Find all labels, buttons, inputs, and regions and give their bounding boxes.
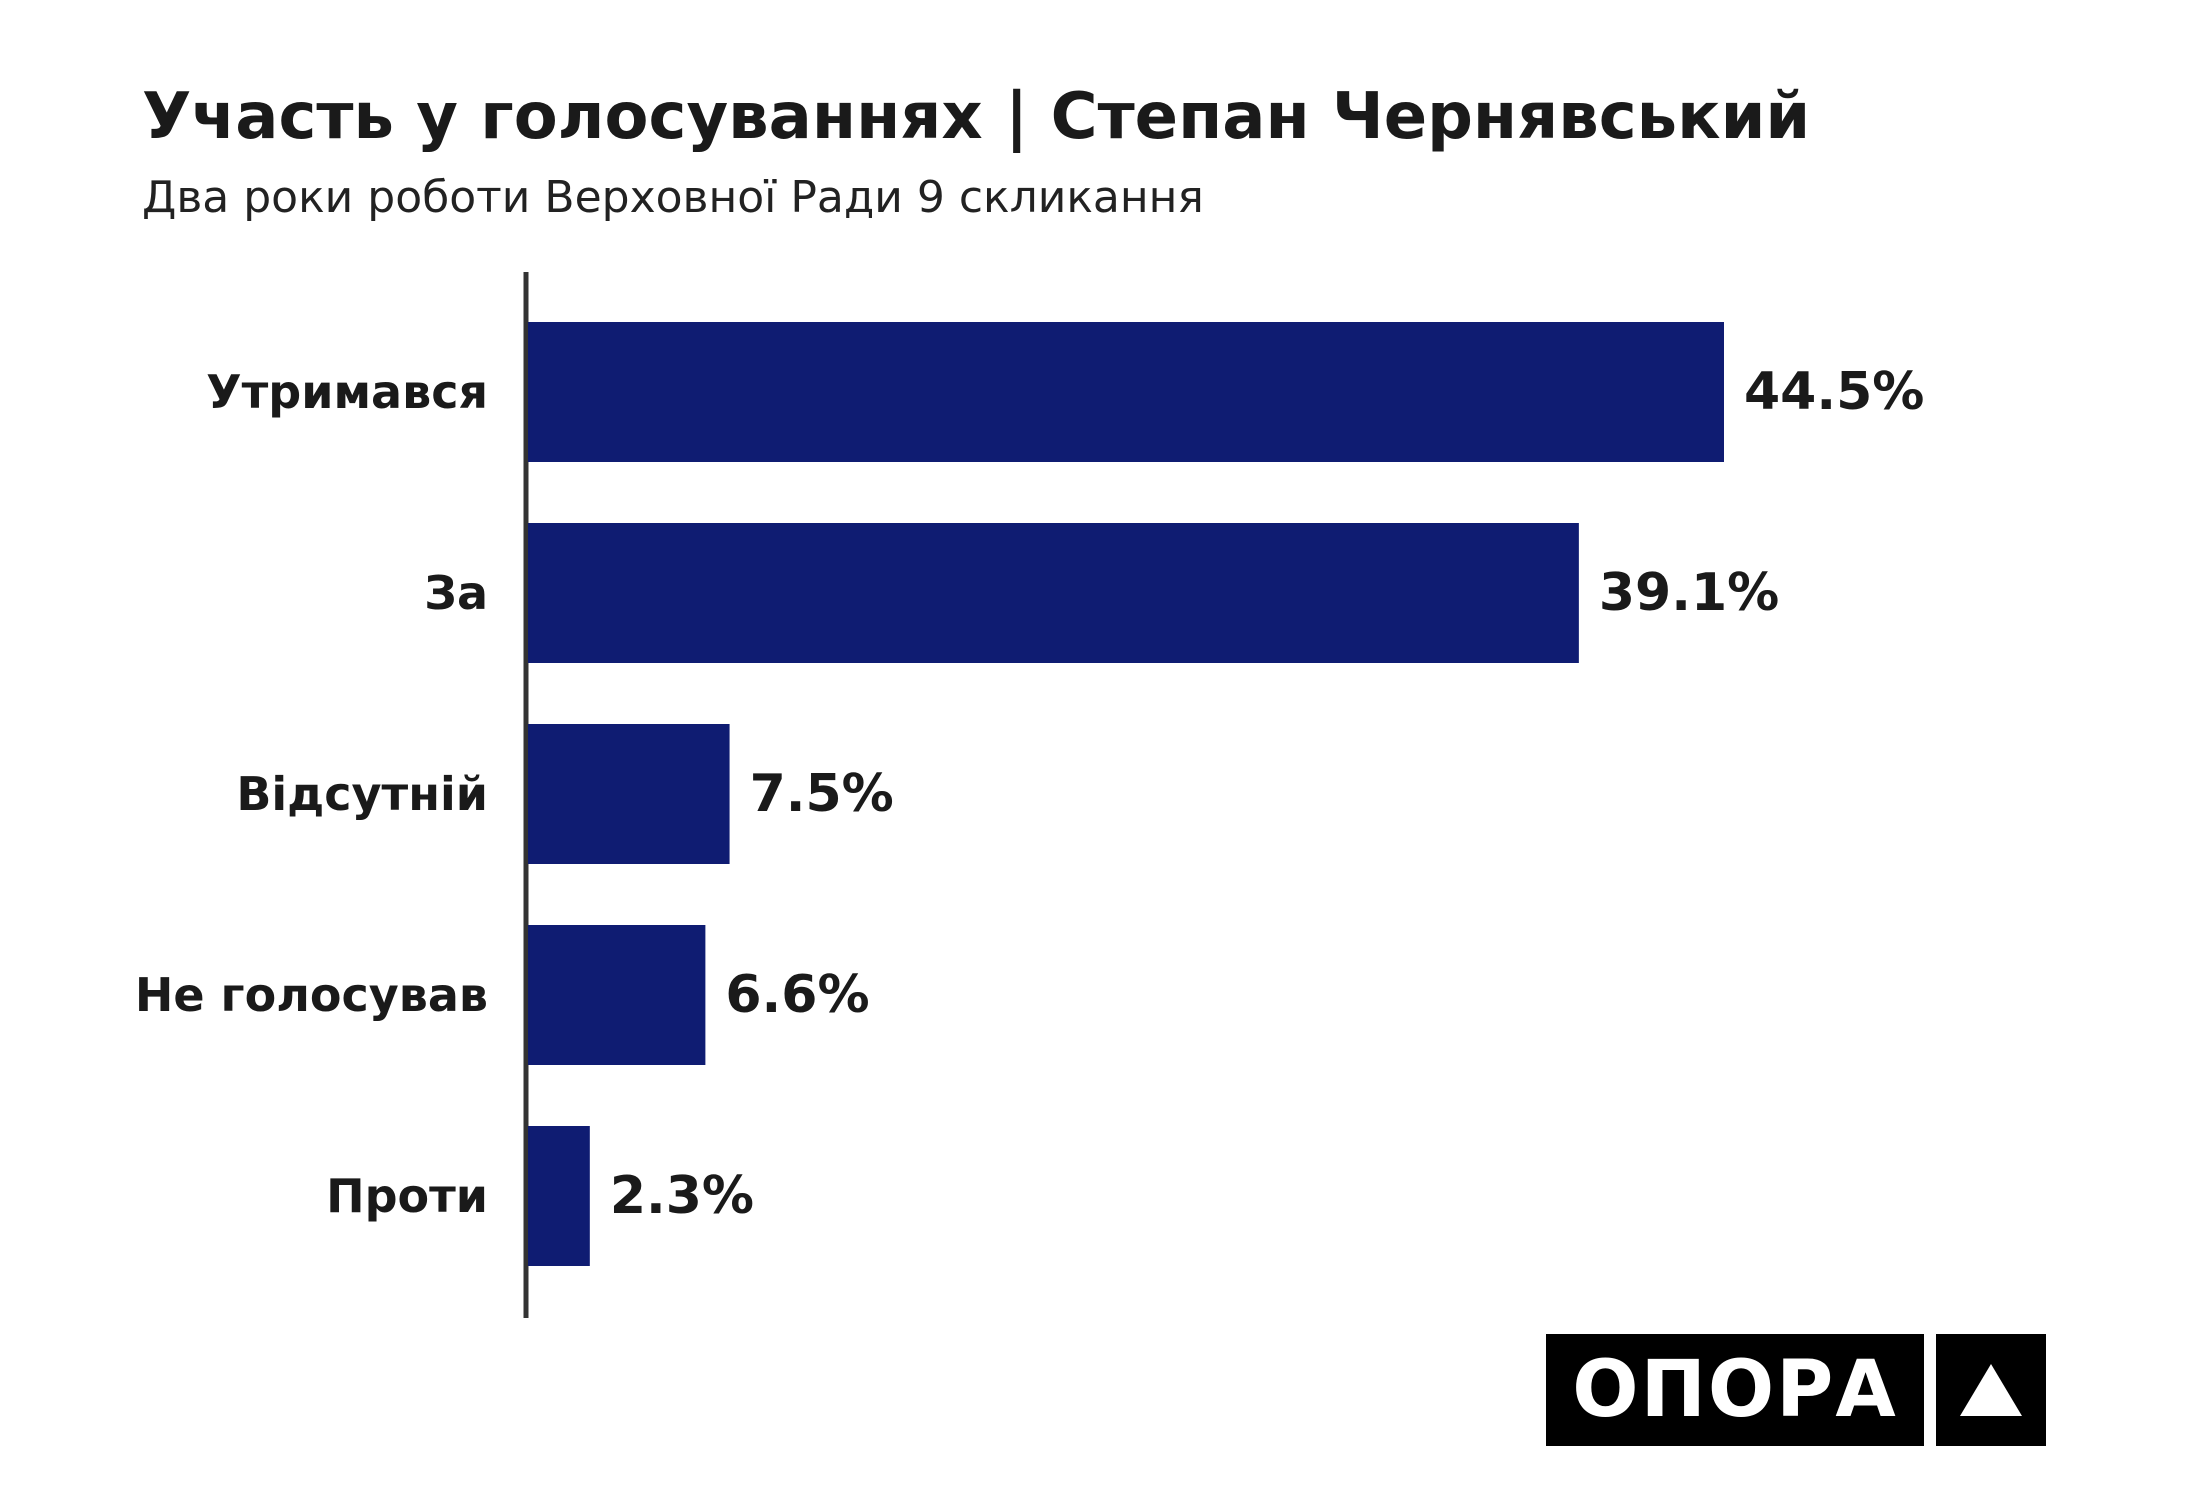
triangle-icon: [1936, 1334, 2046, 1446]
category-label: Утримався: [206, 365, 488, 419]
logo-text: ОПОРА: [1546, 1334, 1924, 1446]
value-label: 39.1%: [1599, 563, 1779, 623]
opora-logo: ОПОРА: [1546, 1334, 2046, 1446]
chart-title: Участь у голосуваннях | Степан Чернявськ…: [142, 80, 1811, 154]
category-label: Проти: [326, 1169, 488, 1223]
value-label: 6.6%: [725, 965, 869, 1025]
value-label: 7.5%: [750, 764, 894, 824]
value-label: 44.5%: [1744, 362, 1924, 422]
value-label: 2.3%: [610, 1166, 754, 1226]
chart-subtitle: Два роки роботи Верховної Ради 9 скликан…: [142, 172, 1204, 223]
category-label: За: [424, 566, 488, 620]
bar: [528, 322, 1724, 462]
bar: [528, 724, 730, 864]
category-label: Не голосував: [135, 968, 488, 1022]
bar: [528, 925, 706, 1065]
bar: [528, 523, 1579, 663]
category-label: Відсутній: [236, 767, 488, 821]
bar: [528, 1126, 590, 1266]
